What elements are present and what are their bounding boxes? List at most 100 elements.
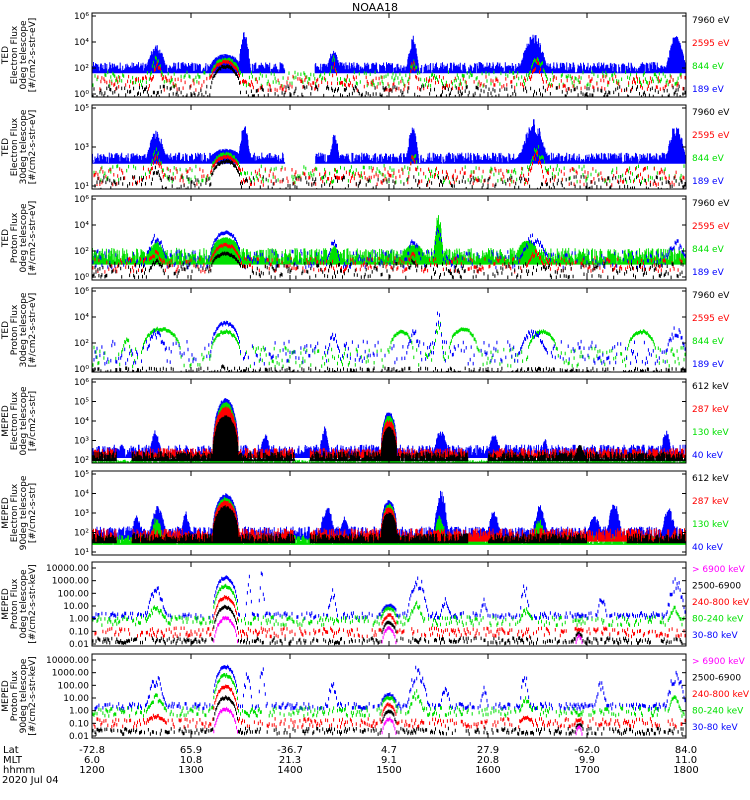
y-tick-label: 10⁴ <box>74 417 89 427</box>
x-row-label-lat: Lat <box>3 745 19 756</box>
series-30-80-kev <box>94 664 687 711</box>
y-axis-label-line: [#/cm2-s-str] <box>28 483 38 543</box>
y-tick-label: 10⁴ <box>74 38 89 48</box>
y-tick-label: 10² <box>74 339 89 349</box>
panel-frame <box>91 561 687 647</box>
y-axis-label-line: TED <box>1 321 11 340</box>
y-axis-label-line: MEPED <box>1 680 11 712</box>
chart-title: NOAA18 <box>351 1 399 14</box>
y-axis-label-line: TED <box>1 138 11 157</box>
y-tick-label: 10000.00 <box>46 656 89 666</box>
y-axis-label-line: [#/cm2-s-str-eV] <box>28 110 38 185</box>
legend-entry: 844 eV <box>692 337 725 347</box>
x-tick-label-hhmm: 1700 <box>574 765 600 776</box>
y-tick-label: 1000.00 <box>52 669 89 679</box>
y-tick-label: 10⁴ <box>74 490 89 500</box>
legend-entry: 40 keV <box>692 451 724 461</box>
y-axis-label-line: 30deg telescope <box>19 109 29 184</box>
legend-entry: 30-80 keV <box>692 723 738 733</box>
y-tick-label: 10² <box>74 247 89 257</box>
legend-entry: 287 keV <box>692 497 729 507</box>
panel-3: 10⁰ 10² 10⁴ 10⁶ TED Proton Flux 0deg telescope… <box>1 195 730 283</box>
y-axis-label-line: Proton Flux <box>10 578 20 629</box>
x-tick-label-lat: 84.0 <box>674 745 698 756</box>
y-axis-label-line: [#/cm2-s-str-eV] <box>28 201 38 276</box>
y-tick-label: 10³ <box>74 143 89 153</box>
panel-frame <box>91 287 687 373</box>
legend-entry: 844 eV <box>692 245 725 255</box>
panel-2: 10¹ 10³ 10⁵ TED Electron Flux 30deg telescope… <box>1 104 730 192</box>
legend-entry: 80-240 keV <box>692 615 744 625</box>
panel-5: 10² 10³ 10⁴ 10⁵ 10⁶ MEPED Electron Flux 0deg te… <box>1 378 729 466</box>
x-row-label-hhmm: hhmm <box>3 765 36 776</box>
legend-entry: 612 keV <box>692 382 729 392</box>
legend-entry: 612 keV <box>692 474 729 484</box>
x-axis-row-mlt: MLT 6.0 10.8 21.3 9.1 20.8 9.9 11.0 <box>0 755 750 766</box>
y-axis-label-line: Proton Flux <box>10 212 20 263</box>
y-tick-label: 1.00 <box>69 615 89 625</box>
y-axis-label-line: [#/cm2-s-str-eV] <box>28 293 38 368</box>
y-axis-label-line: TED <box>1 229 11 248</box>
y-tick-label: 10⁶ <box>74 287 89 297</box>
x-tick-label-mlt: 21.3 <box>278 755 302 766</box>
series-2595-ev <box>92 242 687 274</box>
x-axis-row-lat: Lat -72.8 65.9 -36.7 4.7 27.9 -62.0 84.0 <box>0 745 750 756</box>
x-tick-label-hhmm: 1500 <box>376 765 402 776</box>
y-tick-label: 1000.00 <box>52 577 89 587</box>
legend-entry: 287 keV <box>692 405 729 415</box>
x-tick-label-lat: 4.7 <box>381 745 397 756</box>
y-tick-label: 10⁰ <box>74 90 89 100</box>
legend-entry: 240-800 keV <box>692 598 750 608</box>
legend-entry: 30-80 keV <box>692 631 738 641</box>
legend-entry: 2595 eV <box>692 131 730 141</box>
legend-entry: 189 eV <box>692 360 725 370</box>
y-axis-label-line: 0deg telescope <box>19 20 29 90</box>
x-tick-label-hhmm: 1600 <box>475 765 501 776</box>
y-tick-label: 10⁵ <box>74 104 89 114</box>
y-tick-label: 1.00 <box>69 707 89 717</box>
legend-entry: 189 eV <box>692 85 725 95</box>
y-tick-label: 10⁴ <box>74 313 89 323</box>
x-tick-label-mlt: 6.0 <box>84 755 100 766</box>
y-axis-label-line: Proton Flux <box>10 670 20 721</box>
y-axis-label-line: 90deg telescope <box>19 475 29 550</box>
x-row-label-mlt: MLT <box>3 755 22 766</box>
y-axis-label-line: Electron Flux <box>10 25 20 84</box>
x-tick-label-hhmm: 1400 <box>277 765 303 776</box>
legend-entry: 7960 eV <box>692 291 730 301</box>
panel-7: 10000.00 1000.00 100.00 10.00 1.00 0.10 0.01 ME… <box>1 561 750 650</box>
y-tick-label: 0.10 <box>69 627 89 637</box>
y-tick-label: 10³ <box>74 437 89 447</box>
legend-entry: 2500-6900 <box>692 582 741 592</box>
legend-entry: 7960 eV <box>692 199 730 209</box>
y-tick-label: 10⁶ <box>74 12 89 22</box>
y-axis-label-line: Proton Flux <box>10 304 20 355</box>
series-240-800-kev <box>94 595 686 639</box>
y-axis-label-line: MEPED <box>1 497 11 529</box>
x-tick-label-mlt: 9.1 <box>381 755 397 766</box>
series-30-80-kev <box>91 571 687 621</box>
y-axis-label-line: 30deg telescope <box>19 292 29 367</box>
y-axis-label-line: [#/cm2-s-str-eV] <box>28 18 38 93</box>
y-tick-label: 10000.00 <box>46 564 89 574</box>
legend-entry: 2595 eV <box>692 222 730 232</box>
y-axis-label-line: Electron Flux <box>10 117 20 176</box>
legend-entry: 7960 eV <box>692 108 730 118</box>
y-axis-label-line: [#/cm2-s-str-keV] <box>28 564 38 643</box>
y-axis-label-line: 0deg telescope <box>19 203 29 273</box>
x-tick-label-lat: -72.8 <box>79 745 105 756</box>
y-axis-label: TED Electron Flux 0deg telescope [#/cm2-s-s… <box>1 18 38 93</box>
y-tick-label: 10¹ <box>74 548 89 558</box>
legend-entry: > 6900 keV <box>692 565 746 575</box>
y-tick-label: 10⁵ <box>74 470 89 480</box>
series-844-ev <box>92 321 687 369</box>
legend-entry: 2595 eV <box>692 39 730 49</box>
x-tick-label-lat: -62.0 <box>574 745 600 756</box>
legend-entry: 40 keV <box>692 543 724 553</box>
legend-entry: 189 eV <box>692 268 725 278</box>
y-tick-label: 10² <box>74 456 89 466</box>
y-axis-label: MEPED Proton Flux 0deg telescope [#/cm2-s-s… <box>1 564 38 643</box>
panel-1: 10⁰ 10² 10⁴ 10⁶ TED Electron Flux 0deg telesco… <box>1 12 730 100</box>
legend-entry: 189 eV <box>692 177 725 187</box>
x-tick-label-mlt: 11.0 <box>674 755 698 766</box>
